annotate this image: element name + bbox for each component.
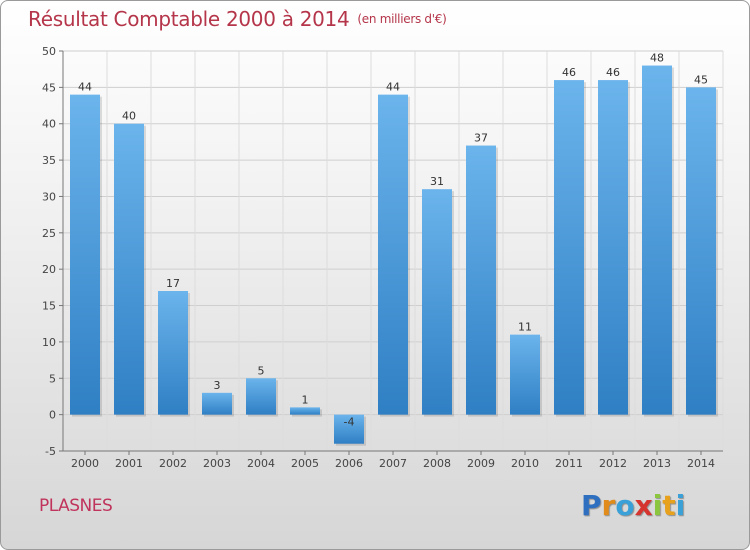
- x-tick-label: 2014: [687, 457, 715, 470]
- x-tick-label: 2003: [203, 457, 231, 470]
- logo-letter: i: [652, 489, 663, 522]
- y-tick-label: 50: [42, 45, 56, 58]
- y-tick-label: 45: [42, 81, 56, 94]
- data-label: 11: [518, 321, 532, 334]
- bar-2010: [510, 334, 540, 415]
- y-tick-label: 5: [49, 372, 56, 385]
- logo-letter: t: [662, 489, 676, 522]
- data-label: 44: [78, 81, 92, 94]
- commune-name: PLASNES: [39, 496, 113, 516]
- logo-letter: r: [601, 489, 616, 522]
- data-label: 37: [474, 132, 488, 145]
- chart-subtitle: (en milliers d'€): [357, 12, 447, 26]
- bar-2005: [290, 407, 320, 415]
- bar-2003: [202, 392, 232, 415]
- x-tick-label: 2000: [71, 457, 99, 470]
- bar-2009: [466, 145, 496, 415]
- x-tick-label: 2009: [467, 457, 495, 470]
- data-label: 5: [258, 364, 265, 377]
- chart-title: Résultat Comptable 2000 à 2014 (en millie…: [28, 7, 447, 31]
- y-tick-label: 30: [42, 190, 56, 203]
- y-tick-label: 15: [42, 300, 56, 313]
- logo-letter: i: [675, 489, 686, 522]
- bar-2013: [642, 65, 672, 415]
- y-tick-label: 20: [42, 263, 56, 276]
- x-tick-label: 2006: [335, 457, 363, 470]
- bar-2000: [70, 94, 100, 415]
- x-tick-label: 2007: [379, 457, 407, 470]
- logo-letter: o: [615, 489, 635, 522]
- y-tick-label: 40: [42, 118, 56, 131]
- x-tick-label: 2004: [247, 457, 275, 470]
- data-label: 40: [122, 110, 136, 123]
- x-tick-label: 2008: [423, 457, 451, 470]
- bar-2014: [686, 87, 716, 415]
- bars: [70, 65, 718, 446]
- x-tick-label: 2012: [599, 457, 627, 470]
- data-label: 45: [694, 73, 708, 86]
- logo-letter: P: [581, 489, 602, 522]
- bar-2002: [158, 291, 188, 415]
- data-label: 48: [650, 52, 664, 65]
- bar-2001: [114, 123, 144, 415]
- data-label: 17: [166, 277, 180, 290]
- data-labels: 44 40 17 3 5 1 -4 44 31 37 11 46 46 48 45: [78, 52, 708, 429]
- proxiti-logo: Proxiti: [581, 489, 685, 522]
- bar-2004: [246, 378, 276, 415]
- logo-letter: x: [634, 489, 653, 522]
- data-label: 46: [606, 66, 620, 79]
- y-tick-label: 10: [42, 336, 56, 349]
- x-tick-label: 2010: [511, 457, 539, 470]
- y-tick-label: 25: [42, 227, 56, 240]
- y-tick-label: 0: [49, 409, 56, 422]
- x-tick-label: 2013: [643, 457, 671, 470]
- x-tick-label: 2005: [291, 457, 319, 470]
- bar-2007: [378, 94, 408, 415]
- data-label: 44: [386, 81, 400, 94]
- bar-2008: [422, 189, 452, 415]
- data-label: -4: [344, 416, 355, 429]
- data-label: 1: [302, 393, 309, 406]
- y-tick-label: 35: [42, 154, 56, 167]
- y-tick-label: -5: [45, 445, 56, 458]
- data-label: 3: [214, 379, 221, 392]
- data-label: 46: [562, 66, 576, 79]
- bar-2012: [598, 80, 628, 415]
- bar-2011: [554, 80, 584, 415]
- chart-title-text: Résultat Comptable 2000 à 2014: [28, 7, 350, 31]
- bar-2006: [334, 414, 364, 444]
- data-label: 31: [430, 175, 444, 188]
- x-tick-label: 2011: [555, 457, 583, 470]
- x-tick-label: 2002: [159, 457, 187, 470]
- x-tick-label: 2001: [115, 457, 143, 470]
